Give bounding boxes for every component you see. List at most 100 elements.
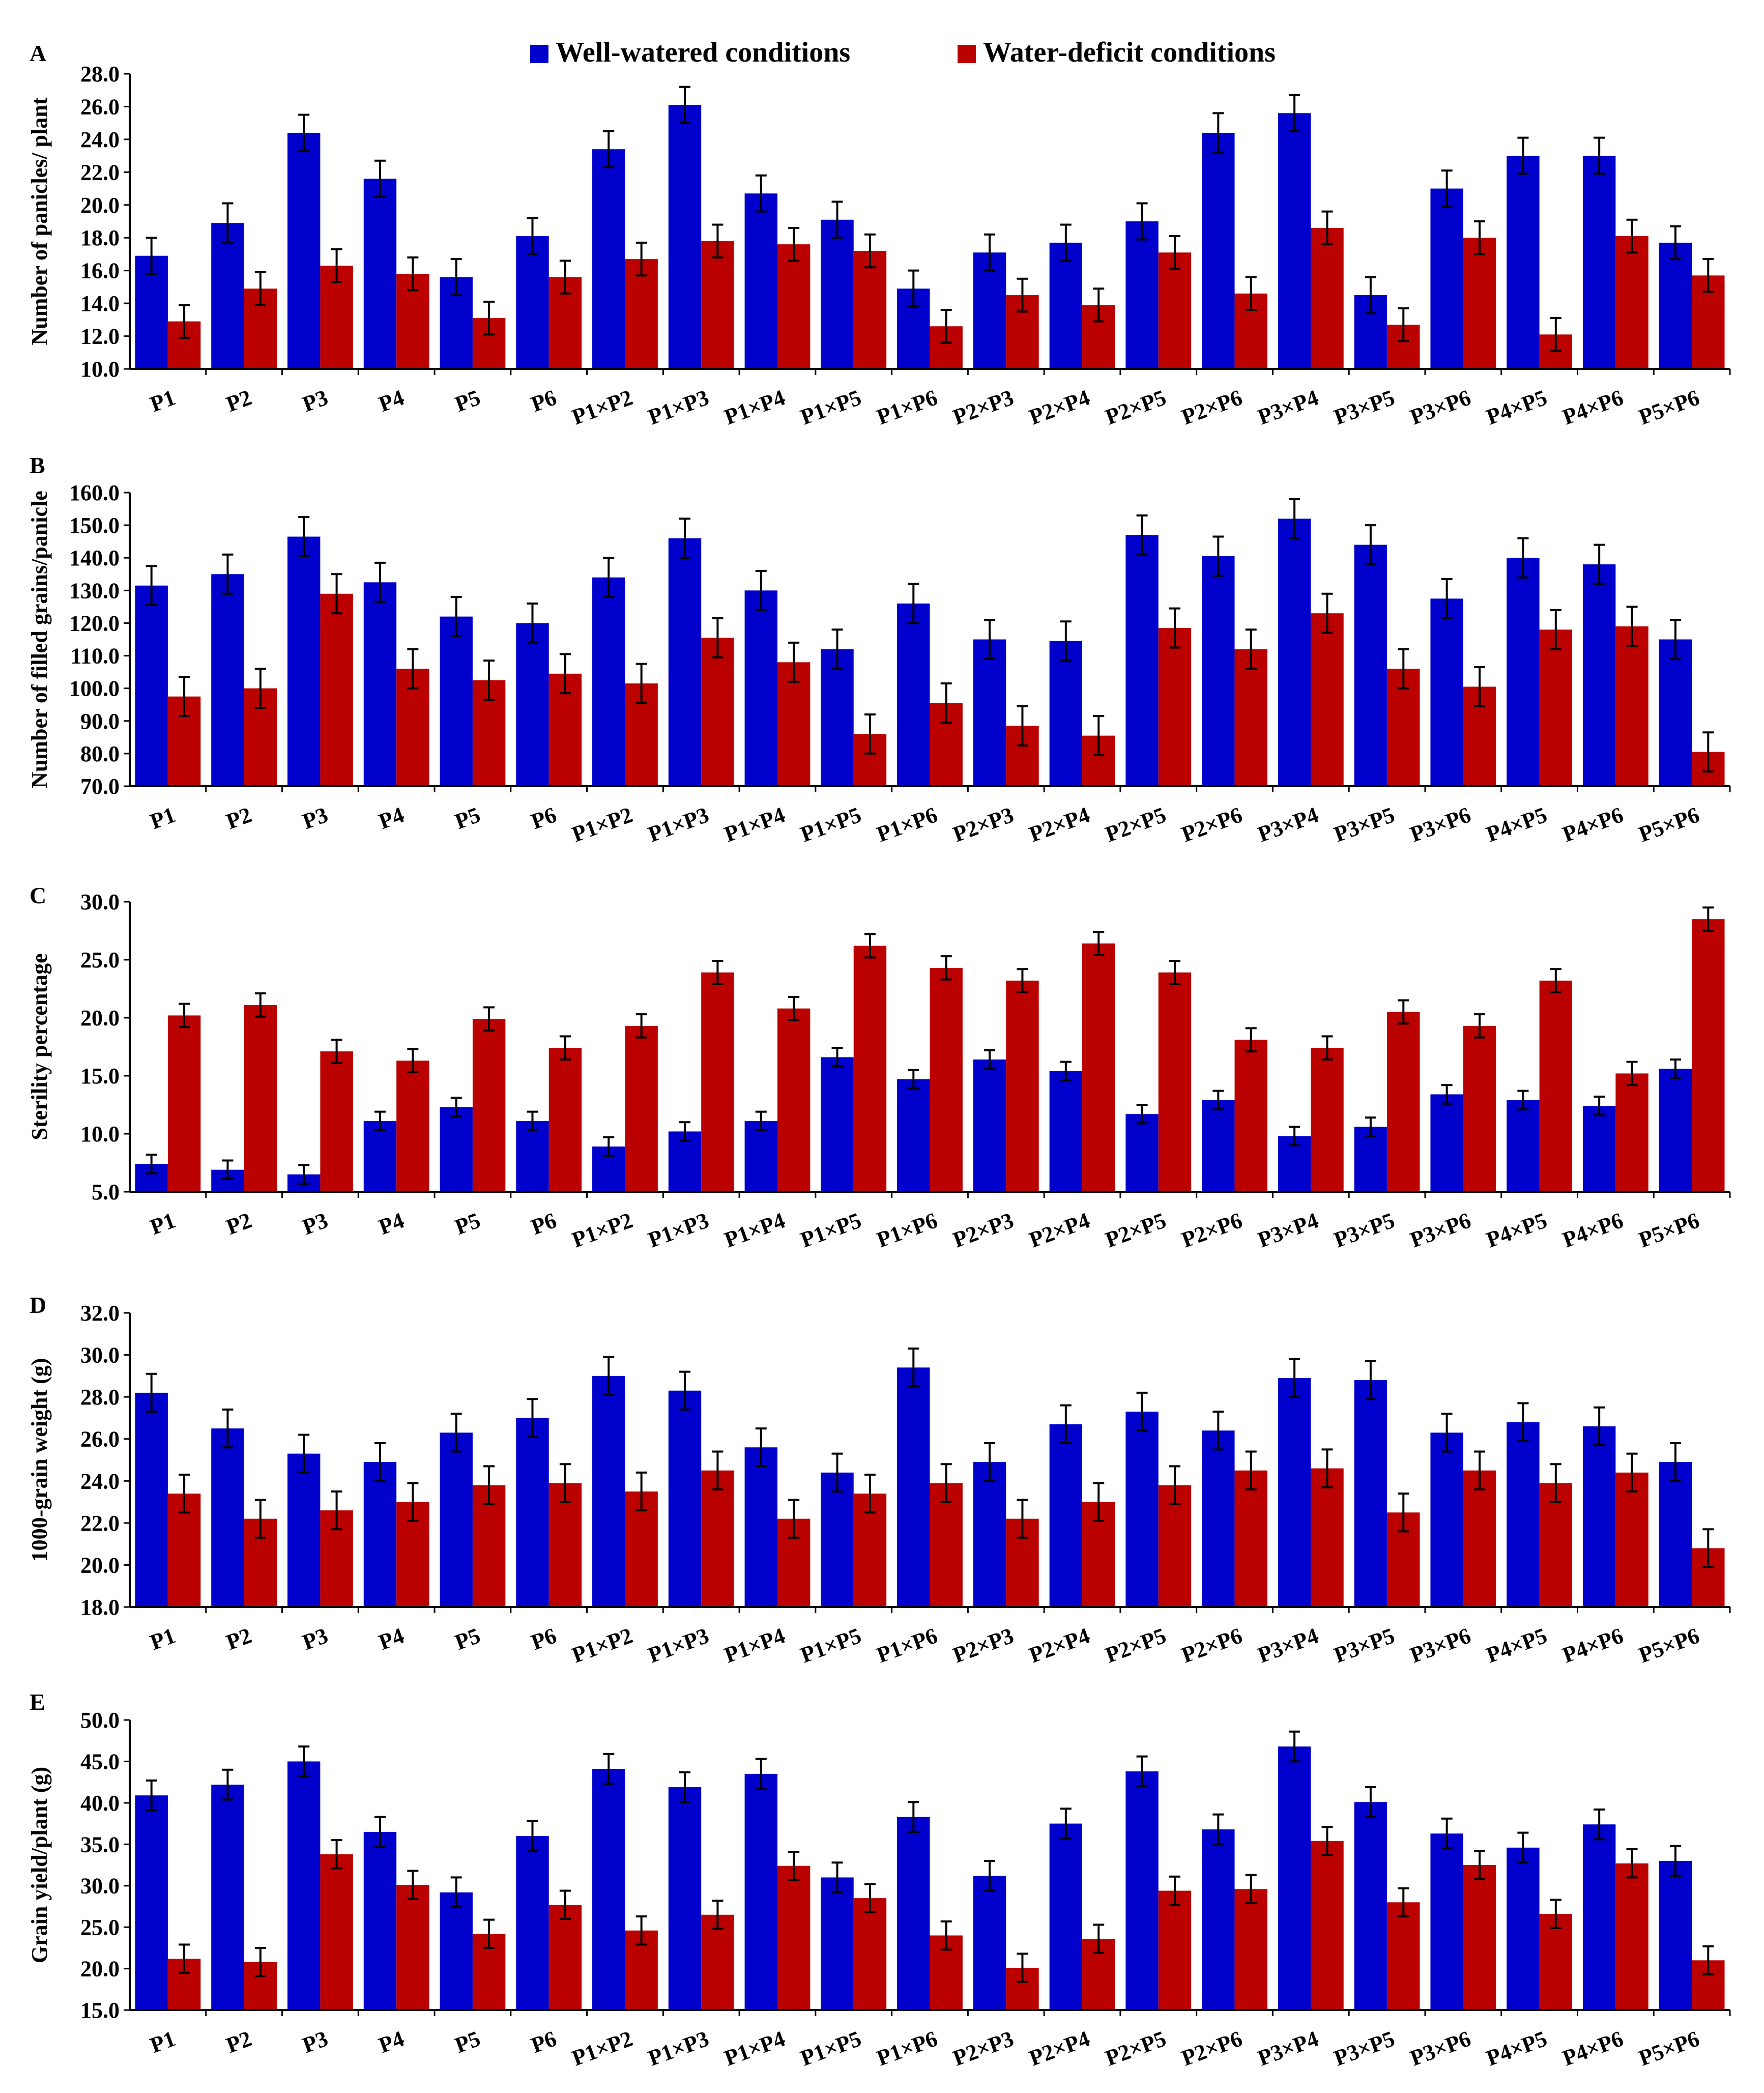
bar-well — [744, 1447, 777, 1607]
y-tick-label: 30.0 — [80, 1343, 120, 1368]
bar-well — [1507, 1847, 1540, 2010]
x-tick-label: P1×P6 — [874, 802, 941, 847]
bar-deficit — [625, 1025, 658, 1192]
x-tick-label: P4 — [375, 385, 408, 417]
x-tick-label: P5 — [452, 385, 484, 417]
x-tick-label: P6 — [528, 2026, 560, 2058]
x-tick-label: P1×P2 — [569, 1623, 636, 1668]
panel-c: C Sterility percentage 5.0 10.0 15.0 20.0 25.0… — [27, 882, 1731, 1252]
x-tick-label: P1 — [147, 1208, 179, 1240]
bar-deficit — [1615, 1863, 1649, 2010]
bar-deficit — [320, 1051, 353, 1192]
bar-well — [1430, 188, 1463, 369]
bar-well — [516, 1418, 549, 1607]
bar-deficit — [1082, 943, 1115, 1192]
x-tick-label: P4 — [375, 1623, 408, 1655]
x-tick-label: P4×P6 — [1559, 2026, 1627, 2071]
bar-deficit — [320, 593, 353, 786]
x-tick-label: P5×P6 — [1635, 1623, 1702, 1668]
x-tick-label: P2×P6 — [1178, 385, 1246, 429]
x-tick-label: P4×P6 — [1559, 1623, 1627, 1668]
y-tick-label: 5.0 — [92, 1180, 120, 1205]
x-tick-label: P5 — [452, 2026, 484, 2058]
x-tick-label: P4×P5 — [1483, 802, 1550, 847]
x-tick-label: P2×P4 — [1026, 1623, 1093, 1668]
y-tick-label: 15.0 — [80, 1064, 120, 1088]
bar-deficit — [548, 1048, 582, 1192]
bar-deficit — [853, 251, 887, 369]
y-axis-title: Number of filled grains/panicle — [27, 491, 52, 788]
x-tick-label: P1×P5 — [797, 802, 864, 847]
y-tick-label: 20.0 — [80, 193, 120, 218]
y-axis-title: Sterility percentage — [27, 954, 52, 1140]
bar-well — [363, 582, 397, 786]
y-tick-label: 100.0 — [69, 676, 120, 701]
bar-well — [744, 1121, 777, 1192]
y-tick-label: 26.0 — [80, 1427, 120, 1452]
bar-well — [1582, 1106, 1616, 1192]
y-tick-label: 150.0 — [69, 513, 120, 538]
x-tick-label: P1 — [147, 1623, 179, 1655]
y-tick-label: 24.0 — [80, 127, 120, 152]
x-tick-label: P3 — [299, 802, 331, 834]
x-tick-label: P2 — [223, 385, 255, 417]
y-tick-label: 110.0 — [70, 644, 120, 669]
bar-well — [1354, 544, 1387, 786]
x-tick-label: P3 — [299, 2026, 331, 2058]
bar-well — [668, 1787, 702, 2010]
bar-deficit — [396, 1885, 429, 2010]
bar-deficit — [320, 1854, 353, 2010]
bar-well — [135, 585, 168, 786]
y-tick-label: 20.0 — [80, 1553, 120, 1578]
bar-deficit — [1615, 1472, 1649, 1607]
x-tick-label: P1×P4 — [721, 802, 788, 847]
x-tick-label: P3×P6 — [1407, 2026, 1474, 2071]
bar-deficit — [472, 1019, 506, 1192]
x-tick-label: P1×P3 — [645, 385, 712, 429]
x-tick-label: P1×P5 — [797, 1208, 864, 1252]
y-tick-label: 40.0 — [80, 1791, 120, 1816]
x-tick-label: P2×P4 — [1026, 1208, 1093, 1252]
y-tick-label: 25.0 — [80, 1915, 120, 1940]
x-tick-label: P2 — [223, 1623, 255, 1655]
panel-letter: A — [30, 40, 46, 66]
bar-well — [516, 623, 549, 786]
y-tick-label: 18.0 — [80, 225, 120, 250]
panels: A Number of panicles/ plant 10.0 12.0 14.0 16… — [27, 40, 1731, 2071]
x-tick-label: P1×P2 — [569, 2026, 636, 2071]
y-tick-label: 70.0 — [80, 774, 120, 799]
bar-deficit — [777, 662, 811, 786]
bar-well — [1659, 1069, 1692, 1192]
bar-well — [973, 252, 1006, 369]
bar-deficit — [1615, 1073, 1649, 1192]
x-tick-label: P1×P6 — [874, 385, 941, 429]
x-tick-label: P1×P3 — [645, 1623, 712, 1668]
x-tick-label: P1×P5 — [797, 385, 864, 429]
y-tick-label: 160.0 — [69, 480, 120, 505]
bar-deficit — [853, 1898, 887, 2010]
x-tick-label: P4×P5 — [1483, 1208, 1550, 1252]
bar-deficit — [1311, 1048, 1344, 1192]
bar-well — [135, 1392, 168, 1607]
y-tick-label: 22.0 — [80, 1511, 120, 1536]
x-tick-label: P4×P5 — [1483, 2026, 1550, 2071]
bar-well — [1430, 1432, 1463, 1607]
x-tick-label: P4 — [375, 802, 408, 834]
bar-well — [821, 1057, 854, 1192]
bar-well — [287, 133, 321, 369]
bar-deficit — [853, 945, 887, 1192]
y-tick-label: 12.0 — [80, 324, 120, 349]
bar-well — [1354, 1380, 1387, 1607]
bar-well — [668, 538, 702, 786]
x-tick-label: P1×P4 — [721, 1623, 788, 1668]
y-axis-title: Number of panicles/ plant — [27, 97, 52, 345]
bar-deficit — [1311, 1841, 1344, 2010]
x-tick-label: P6 — [528, 802, 560, 834]
x-tick-label: P6 — [528, 385, 560, 417]
bar-well — [211, 1428, 244, 1607]
bar-deficit — [701, 1914, 734, 2010]
bar-well — [1202, 1829, 1235, 2010]
x-tick-label: P2 — [223, 2026, 255, 2058]
bar-well — [440, 616, 473, 786]
bar-deficit — [1234, 1889, 1267, 2010]
